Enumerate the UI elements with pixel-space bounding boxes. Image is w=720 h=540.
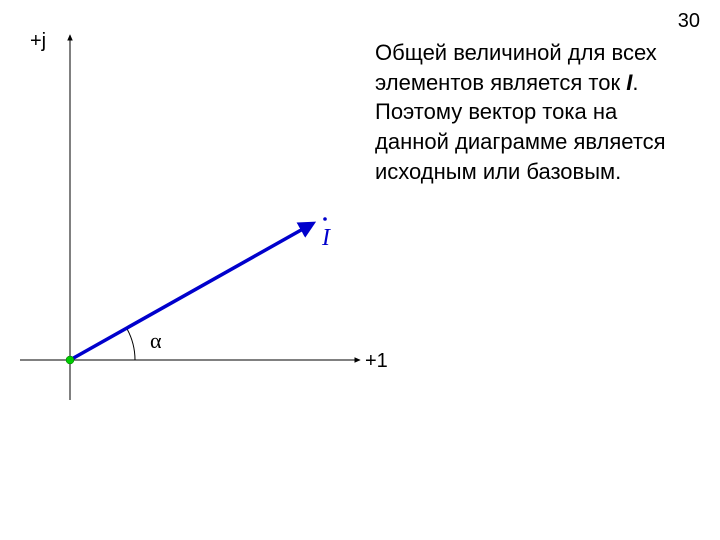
vector-label: I — [321, 225, 331, 251]
y-axis-label: +j — [30, 30, 46, 52]
description-text: Общей величиной для всех элементов являе… — [375, 38, 685, 186]
page-number: 30 — [678, 10, 700, 33]
vector-diagram: +j +1 α I — [10, 20, 410, 420]
angle-arc — [127, 329, 135, 361]
vector-label-dot — [323, 217, 327, 221]
x-axis-label: +1 — [365, 350, 388, 372]
current-vector — [70, 225, 310, 360]
origin-dot — [66, 356, 74, 364]
angle-label: α — [150, 328, 162, 353]
text-part-1: Общей величиной для всех элементов являе… — [375, 40, 657, 95]
